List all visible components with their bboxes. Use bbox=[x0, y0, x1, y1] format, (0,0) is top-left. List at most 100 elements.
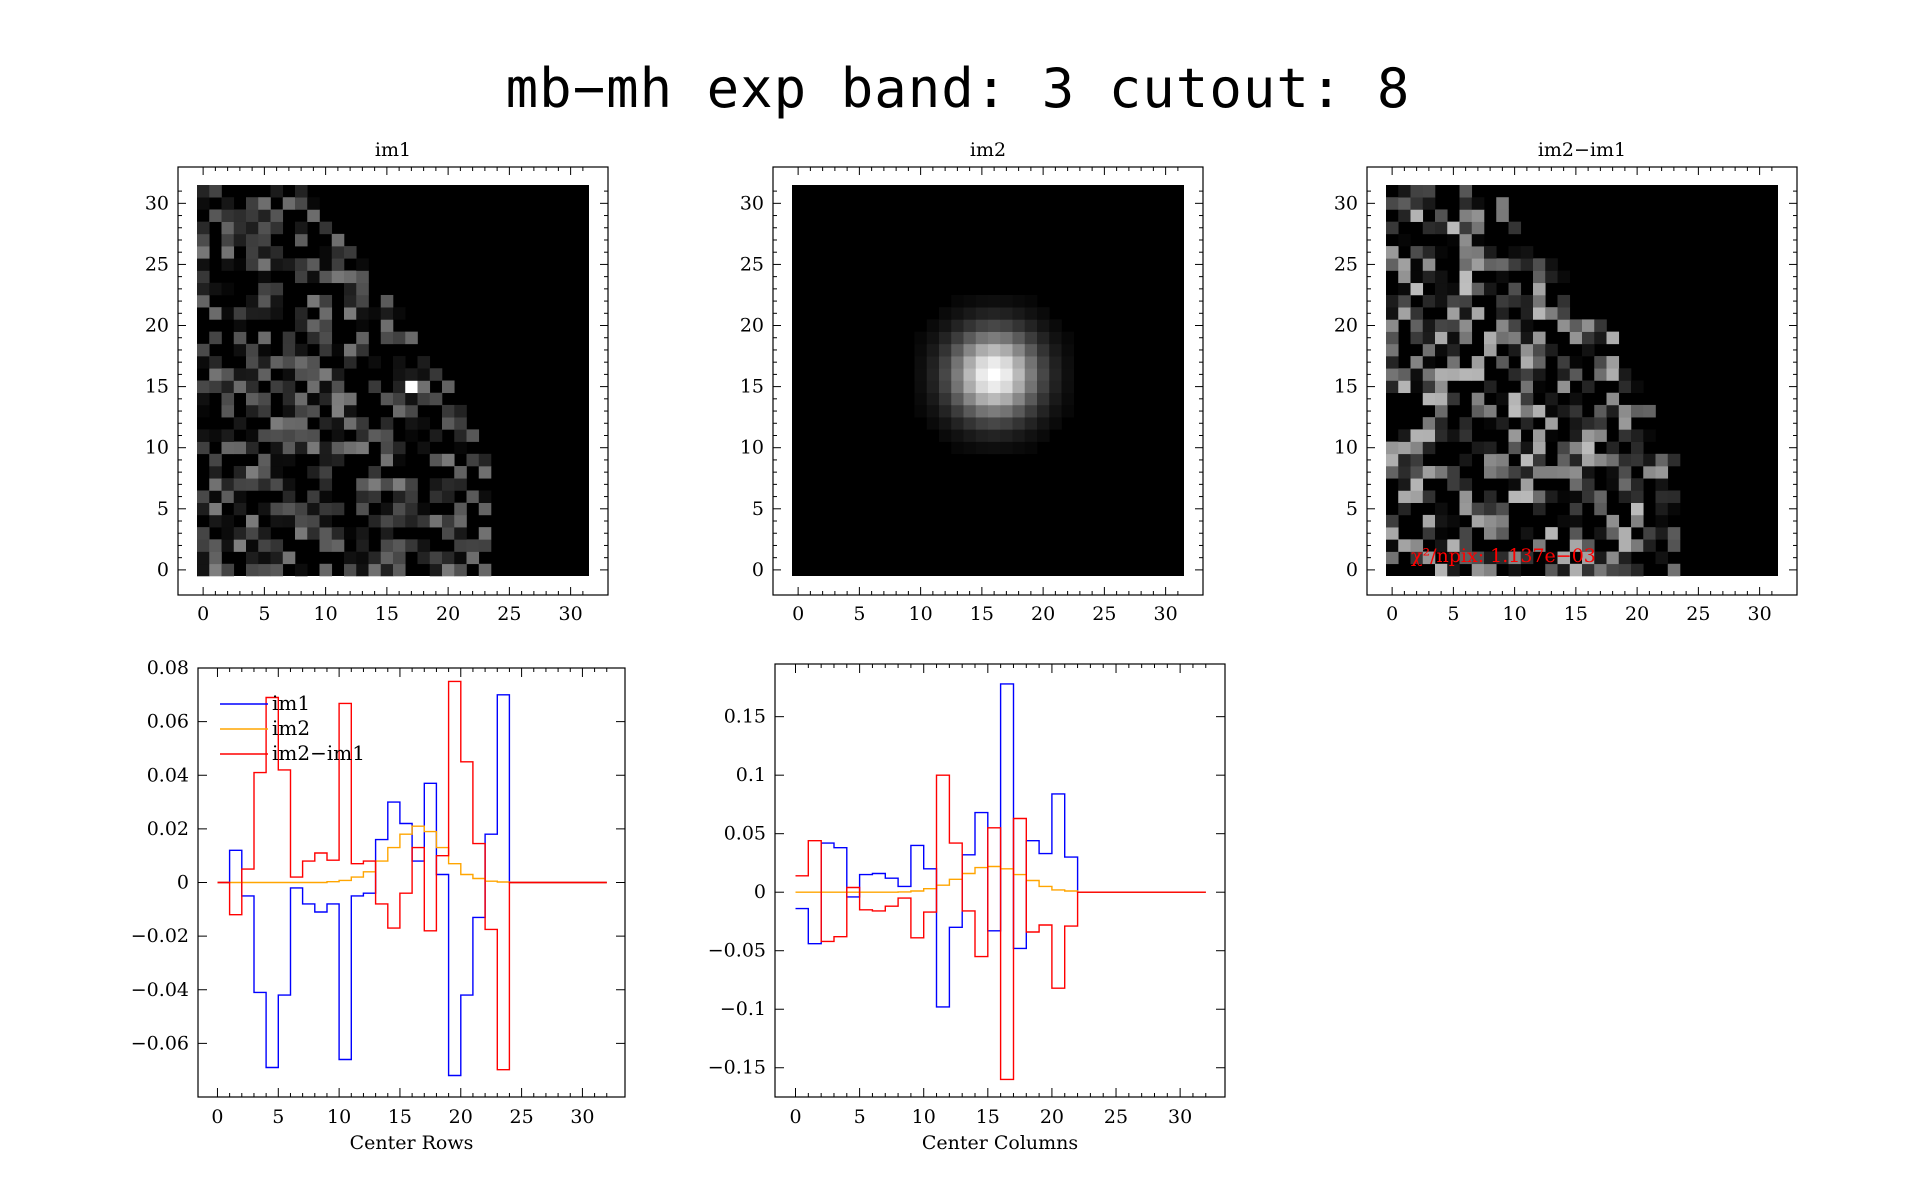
image-pixel bbox=[1447, 551, 1460, 565]
image-pixel bbox=[1410, 368, 1424, 381]
image-pixel bbox=[939, 392, 952, 406]
image-pixel bbox=[258, 282, 271, 296]
image-pixel bbox=[1594, 429, 1607, 442]
image-pixel bbox=[1447, 319, 1460, 332]
image-pixel bbox=[1496, 258, 1509, 271]
image-pixel bbox=[1061, 343, 1075, 357]
image-pixel bbox=[1459, 319, 1473, 332]
image-pixel bbox=[295, 185, 308, 198]
image-pixel bbox=[1520, 356, 1534, 369]
image-pixel bbox=[295, 197, 308, 210]
image-pixel bbox=[221, 478, 235, 491]
image-pixel bbox=[1049, 417, 1062, 430]
image-pixel bbox=[270, 417, 284, 430]
image-pixel bbox=[1520, 307, 1534, 320]
image-pixel bbox=[1520, 368, 1534, 381]
image-pixel bbox=[1447, 466, 1460, 479]
image-pixel bbox=[319, 502, 333, 516]
image-pixel bbox=[975, 331, 989, 345]
image-pixel bbox=[393, 392, 406, 406]
image-pixel bbox=[1618, 466, 1632, 479]
image-pixel bbox=[356, 282, 369, 296]
image-pixel bbox=[1410, 197, 1424, 210]
image-pixel bbox=[319, 514, 333, 528]
image-pixel bbox=[319, 441, 333, 455]
image-pixel bbox=[988, 441, 1001, 455]
image-pixel bbox=[1447, 514, 1460, 528]
image-pixel bbox=[951, 331, 964, 345]
image-pixel bbox=[963, 417, 977, 430]
image-pixel bbox=[246, 197, 259, 210]
y-tick-label: 10 bbox=[1334, 437, 1358, 459]
image-pixel bbox=[1618, 490, 1632, 503]
y-tick-label: 20 bbox=[740, 315, 764, 337]
image-pixel bbox=[454, 417, 467, 430]
image-pixel bbox=[951, 417, 964, 430]
image-pixel bbox=[454, 441, 467, 455]
image-pixel bbox=[246, 539, 259, 552]
image-pixel bbox=[307, 331, 320, 345]
image-pixel bbox=[1471, 404, 1485, 418]
image-pixel bbox=[1422, 368, 1436, 381]
image-pixel bbox=[1520, 246, 1534, 259]
image-pixel bbox=[197, 343, 210, 357]
image-pixel bbox=[1508, 343, 1522, 357]
profile-plot-center-rows: 0 5 10 15 20 25 30 −0.06 −0.04 −0.02 0 0.02 0.04 0.06… bbox=[131, 657, 626, 1154]
image-pixel bbox=[1496, 331, 1509, 345]
image-pixel bbox=[466, 453, 480, 467]
image-pixel bbox=[209, 453, 222, 467]
image-pixel bbox=[1410, 246, 1424, 259]
image-pixel bbox=[429, 453, 443, 467]
plot-frame bbox=[1366, 166, 1798, 596]
image-pixel bbox=[270, 441, 284, 455]
image-pixel bbox=[1533, 356, 1546, 369]
x-tick-label: 5 bbox=[272, 1106, 284, 1128]
image-pixel bbox=[344, 356, 357, 369]
image-pixel bbox=[282, 380, 296, 394]
image-pixel bbox=[356, 343, 369, 357]
image-pixel bbox=[344, 343, 357, 357]
image-pixel bbox=[1508, 319, 1522, 332]
image-pixel bbox=[951, 294, 964, 308]
y-tick-label: −0.06 bbox=[131, 1032, 189, 1054]
image-pixel bbox=[1410, 490, 1424, 503]
image-pixel bbox=[1000, 441, 1013, 455]
y-tick-label: 30 bbox=[145, 192, 169, 214]
image-pixel bbox=[988, 429, 1001, 442]
image-pixel bbox=[1667, 539, 1681, 552]
image-pixel bbox=[1557, 490, 1571, 503]
image-pixel bbox=[197, 197, 210, 210]
image-pixel bbox=[1037, 343, 1050, 357]
image-pixel bbox=[319, 563, 333, 577]
image-pixel bbox=[1386, 221, 1399, 235]
y-tick-label: −0.04 bbox=[131, 979, 189, 1001]
image-pixel bbox=[356, 563, 369, 577]
image-pixel bbox=[1024, 429, 1038, 442]
image-pixel bbox=[988, 294, 1001, 308]
image-pixel bbox=[1631, 453, 1644, 467]
image-pixel bbox=[926, 331, 940, 345]
image-pixel bbox=[331, 417, 345, 430]
image-pixel bbox=[1484, 527, 1497, 540]
image-pixel bbox=[1435, 331, 1448, 345]
image-pixel bbox=[1496, 197, 1509, 210]
image-pixel bbox=[356, 429, 369, 442]
image-pixel bbox=[295, 233, 308, 247]
image-pixel bbox=[1520, 294, 1534, 308]
image-pixel bbox=[246, 343, 259, 357]
image-pixel bbox=[197, 282, 210, 296]
image-pixel bbox=[1569, 356, 1583, 369]
image-pixel bbox=[1533, 429, 1546, 442]
image-pixel bbox=[356, 294, 369, 308]
image-pixel bbox=[1582, 539, 1595, 552]
image-pixel bbox=[295, 270, 308, 284]
image-pixel bbox=[1569, 404, 1583, 418]
image-pixel bbox=[356, 258, 369, 271]
image-pixel bbox=[1545, 466, 1558, 479]
y-tick-label: 0 bbox=[177, 872, 189, 894]
y-tick-label: −0.15 bbox=[708, 1057, 766, 1079]
image-pixel bbox=[1520, 331, 1534, 345]
image-pixel bbox=[1422, 380, 1436, 394]
image-pixel bbox=[1410, 282, 1424, 296]
image-pixel bbox=[1594, 502, 1607, 516]
